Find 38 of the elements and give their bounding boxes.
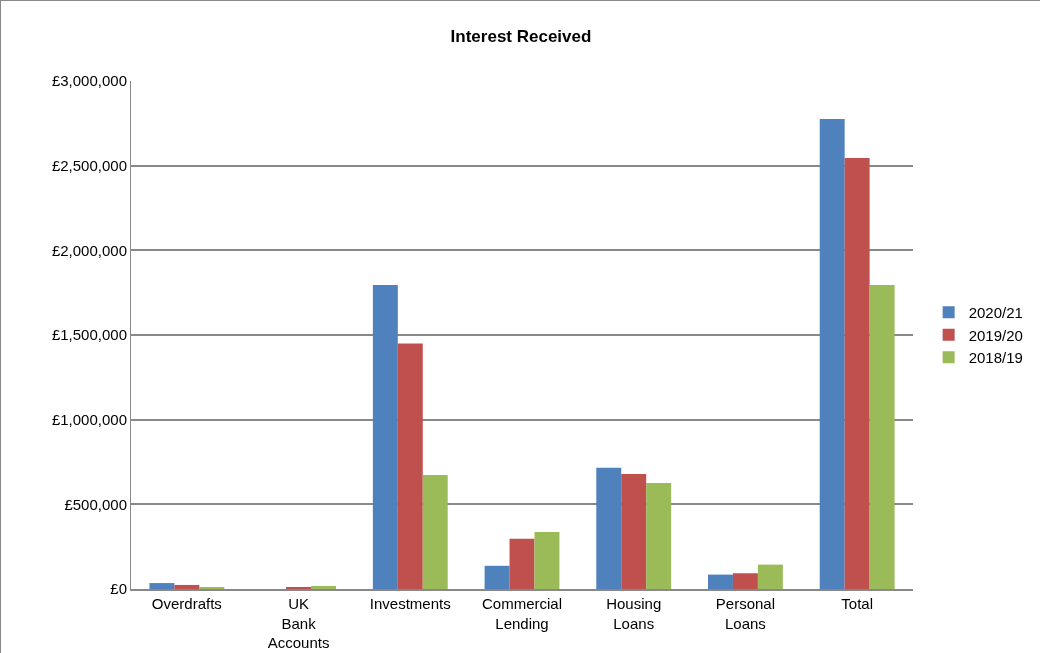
bar (596, 467, 622, 589)
y-tick-label: £1,000,000 (51, 410, 127, 428)
bar (757, 564, 783, 589)
bar (869, 285, 895, 589)
x-tick-label: Investments (369, 595, 451, 612)
bar (509, 538, 535, 589)
bar (646, 483, 672, 589)
legend-label: 2018/19 (968, 349, 1023, 367)
y-tick-label: £3,000,000 (51, 72, 127, 90)
bar (422, 475, 448, 589)
x-tick-label: Overdrafts (151, 595, 222, 612)
bar (199, 586, 225, 589)
x-tick-label: Personal Loans (715, 595, 776, 632)
y-tick-label: £0 (110, 580, 127, 598)
bar (708, 574, 733, 589)
bar (844, 158, 870, 589)
bar (732, 573, 758, 589)
x-tick-label: Commercial Lending (481, 595, 563, 632)
y-tick-label: £1,500,000 (51, 326, 127, 344)
bar (397, 343, 423, 589)
chart-title: Interest Received (450, 27, 592, 47)
bar (484, 565, 510, 589)
bar (819, 118, 845, 589)
y-tick-label: £2,500,000 (51, 156, 127, 174)
bar (372, 285, 398, 589)
legend-label: 2020/21 (968, 304, 1023, 322)
bar (534, 531, 560, 589)
bar (286, 586, 312, 589)
bar (149, 583, 175, 589)
bar (621, 474, 647, 589)
x-tick-label: Housing Loans (606, 595, 662, 632)
bar (311, 585, 336, 589)
bar (174, 584, 200, 589)
x-tick-label: UK Bank Accounts (267, 595, 330, 651)
y-tick-label: £500,000 (64, 495, 127, 513)
legend-label: 2019/20 (968, 326, 1023, 344)
y-tick-label: £2,000,000 (51, 241, 127, 259)
x-tick-label: Total (841, 595, 873, 612)
